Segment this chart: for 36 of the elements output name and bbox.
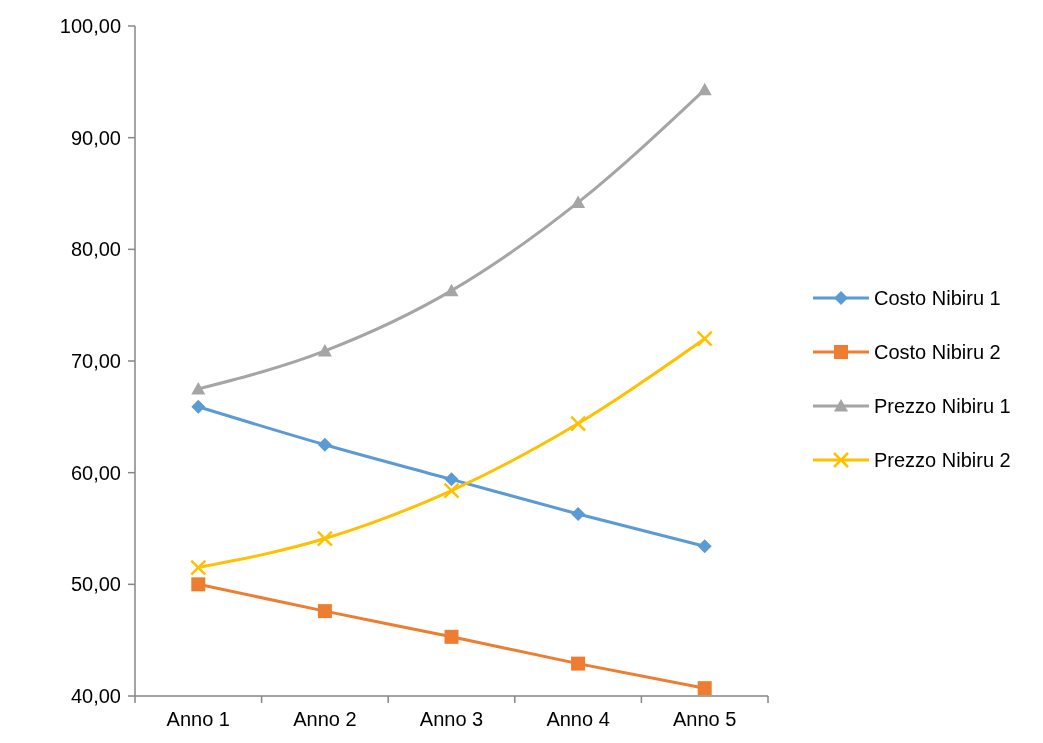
y-tick-label: 50,00 xyxy=(70,573,121,596)
point xyxy=(444,472,459,487)
point xyxy=(571,656,586,671)
legend-label: Costo Nibiru 1 xyxy=(874,287,1001,309)
point xyxy=(569,415,587,432)
y-tick-label: 100,00 xyxy=(59,15,121,37)
y-tick-label: 60,00 xyxy=(70,461,121,484)
point xyxy=(191,577,206,592)
point xyxy=(191,399,206,414)
point xyxy=(696,330,713,347)
point xyxy=(316,530,334,547)
point xyxy=(443,482,460,499)
y-tick-label: 70,00 xyxy=(70,350,121,372)
point xyxy=(317,343,332,357)
point xyxy=(571,195,586,209)
point xyxy=(317,604,332,619)
y-tick-label: 90,00 xyxy=(70,126,121,149)
point xyxy=(697,681,712,696)
point xyxy=(697,539,712,554)
point xyxy=(317,437,332,452)
x-tick-label: Anno 2 xyxy=(293,708,357,730)
point xyxy=(444,283,459,297)
point xyxy=(190,559,207,576)
point xyxy=(444,629,459,644)
x-tick-label: Anno 4 xyxy=(546,708,610,730)
y-tick-label: 40,00 xyxy=(70,685,121,707)
point xyxy=(191,381,206,395)
y-tick-label: 80,00 xyxy=(70,238,121,261)
legend-label: Prezzo Nibiru 1 xyxy=(874,395,1011,417)
x-tick-label: Anno 3 xyxy=(419,708,484,730)
point xyxy=(571,506,586,521)
point xyxy=(697,82,712,96)
legend-label: Costo Nibiru 2 xyxy=(874,341,1001,363)
x-tick-label: Anno 5 xyxy=(673,708,737,730)
x-tick-label: Anno 1 xyxy=(166,708,230,730)
legend-label: Prezzo Nibiru 2 xyxy=(874,449,1011,471)
